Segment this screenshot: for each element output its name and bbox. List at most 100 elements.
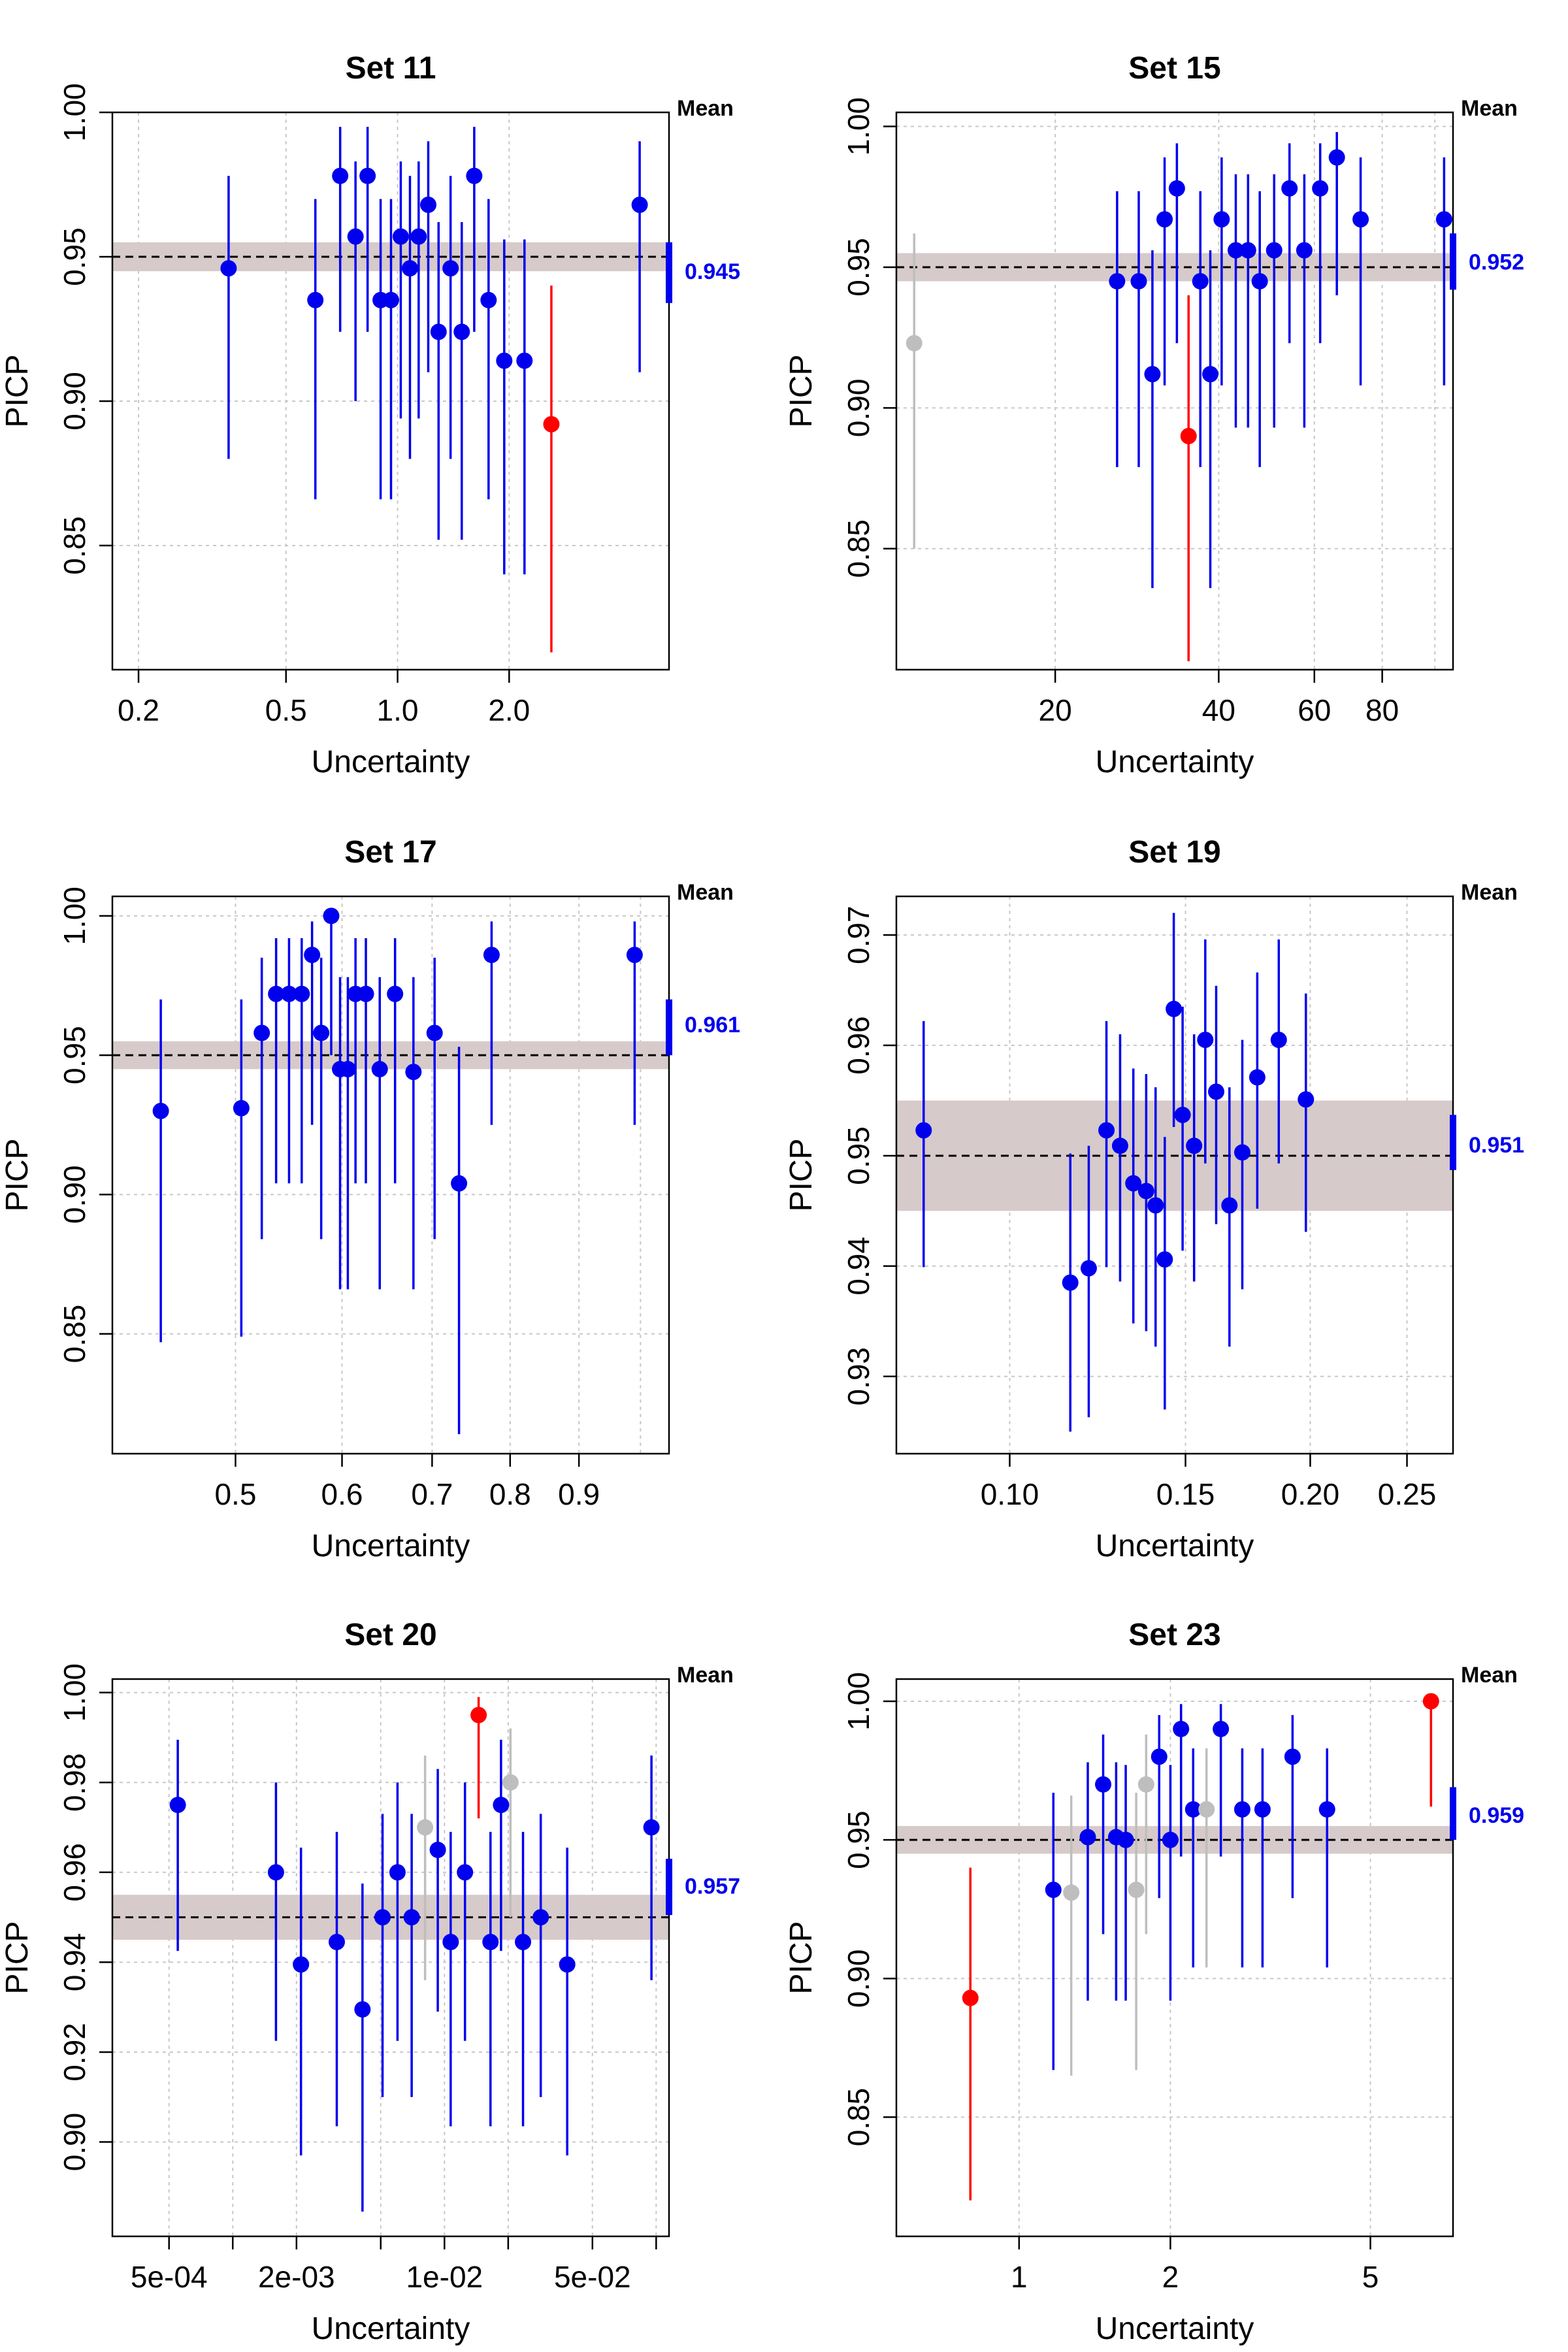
data-point [1151, 1748, 1168, 1765]
data-point [1352, 211, 1369, 228]
plot-frame [895, 111, 1454, 671]
data-point [1213, 211, 1230, 228]
y-axis-label: PICP [784, 1138, 819, 1211]
x-axis-label: Uncertainty [1096, 745, 1254, 779]
data-point [403, 1909, 420, 1926]
data-point [451, 1175, 468, 1192]
x-axis-label: Uncertainty [312, 745, 470, 779]
mean-value: 0.957 [685, 1874, 740, 1899]
x-tick-label: 0.2 [118, 693, 159, 727]
x-tick-label: 5e-02 [554, 2260, 631, 2294]
x-tick-label: 1.0 [377, 693, 419, 727]
x-tick-label: 60 [1298, 693, 1331, 727]
data-point [1184, 1801, 1201, 1818]
data-point [1198, 1801, 1215, 1818]
data-point [493, 1797, 510, 1814]
panel-set-23: 1 2 5 0.85 0.90 0.95 1.00 Set 23 Uncertainty PICP… [784, 1618, 1524, 2346]
data-point [1221, 1197, 1238, 1214]
x-tick-label: 0.6 [321, 1477, 363, 1511]
data-point [280, 985, 297, 1002]
data-point [442, 1933, 459, 1950]
data-point [354, 2001, 371, 2018]
data-point [307, 291, 324, 308]
chart-title: Set 20 [344, 1618, 436, 1652]
data-point [532, 1909, 549, 1926]
data-point [482, 1933, 499, 1950]
data-point [1298, 1091, 1315, 1108]
panel-set-15: 20 40 60 80 0.85 0.90 0.95 1.00 Set 15 Uncertaint… [784, 51, 1524, 779]
plot-frame [895, 895, 1454, 1455]
data-point [1168, 180, 1185, 197]
y-tick-label: 0.85 [841, 2088, 875, 2147]
data-point [1128, 1882, 1145, 1899]
x-tick-label: 1 [1011, 2260, 1028, 2294]
chart-title: Set 23 [1128, 1618, 1220, 1652]
y-tick-label: 0.90 [57, 1166, 91, 1224]
data-point [1063, 1884, 1080, 1901]
data-point [430, 323, 447, 340]
data-point [1202, 366, 1219, 383]
data-point [1125, 1175, 1142, 1192]
chart-title: Set 17 [344, 835, 436, 870]
data-point [1281, 180, 1298, 197]
x-axis-label: Uncertainty [1096, 2311, 1254, 2346]
data-point [347, 228, 364, 245]
x-tick-label: 80 [1365, 693, 1399, 727]
plot-frame [111, 895, 670, 1455]
y-tick-label: 1.00 [57, 887, 91, 945]
x-tick-label: 0.5 [214, 1477, 256, 1511]
data-point [371, 1060, 388, 1077]
y-tick-label: 1.00 [841, 1672, 875, 1731]
x-tick-label: 2.0 [488, 693, 530, 727]
panel-set-17: 0.5 0.6 0.7 0.8 0.9 0.85 0.90 0.95 1.00 Set 17 Unc… [0, 835, 740, 1563]
data-point [1239, 242, 1256, 259]
data-point [1137, 1183, 1154, 1200]
data-point [233, 1100, 250, 1117]
data-point [483, 947, 500, 964]
data-point [304, 947, 321, 964]
data-point [1270, 1032, 1287, 1049]
data-point [426, 1024, 443, 1041]
data-point [410, 228, 427, 245]
y-axis-label: PICP [784, 1921, 819, 1994]
y-tick-label: 0.98 [57, 1753, 91, 1812]
x-axis-label: Uncertainty [312, 1529, 470, 1563]
panel-set-11: 0.2 0.5 1.0 2.0 0.85 0.90 0.95 1.00 Set 11 Uncert… [0, 51, 740, 779]
x-tick-label: 0.9 [558, 1477, 600, 1511]
data-point [1435, 211, 1452, 228]
mean-value: 0.945 [685, 259, 740, 284]
y-tick-label: 0.92 [57, 2023, 91, 2082]
plot-frame [111, 1678, 670, 2238]
y-tick-label: 0.93 [841, 1347, 875, 1406]
data-point [323, 907, 340, 924]
data-point [1422, 1693, 1439, 1710]
data-point [442, 260, 459, 277]
y-tick-label: 0.85 [841, 519, 875, 578]
data-point [915, 1122, 932, 1139]
x-tick-label: 5 [1362, 2260, 1379, 2294]
chart-title: Set 19 [1128, 835, 1220, 870]
mean-header: Mean [677, 96, 734, 121]
y-tick-label: 0.95 [57, 1026, 91, 1085]
y-tick-label: 0.95 [841, 1126, 875, 1185]
x-tick-label: 0.15 [1156, 1477, 1215, 1511]
data-point [1098, 1122, 1115, 1139]
data-point [1328, 149, 1345, 166]
x-axis-label: Uncertainty [1096, 1529, 1254, 1563]
y-tick-label: 0.96 [57, 1843, 91, 1902]
data-point [268, 985, 285, 1002]
data-point [1156, 1251, 1173, 1268]
data-point [466, 167, 483, 184]
data-point [1249, 1069, 1266, 1086]
data-point [1095, 1776, 1112, 1793]
y-tick-label: 0.90 [57, 2113, 91, 2172]
y-tick-label: 0.85 [57, 516, 91, 575]
y-tick-label: 0.96 [841, 1016, 875, 1075]
data-point [643, 1819, 660, 1836]
x-tick-label: 0.7 [411, 1477, 453, 1511]
data-point [1266, 242, 1282, 259]
data-point [1062, 1274, 1079, 1291]
data-point [1227, 242, 1244, 259]
mean-header: Mean [1461, 880, 1518, 905]
data-point [253, 1024, 270, 1041]
